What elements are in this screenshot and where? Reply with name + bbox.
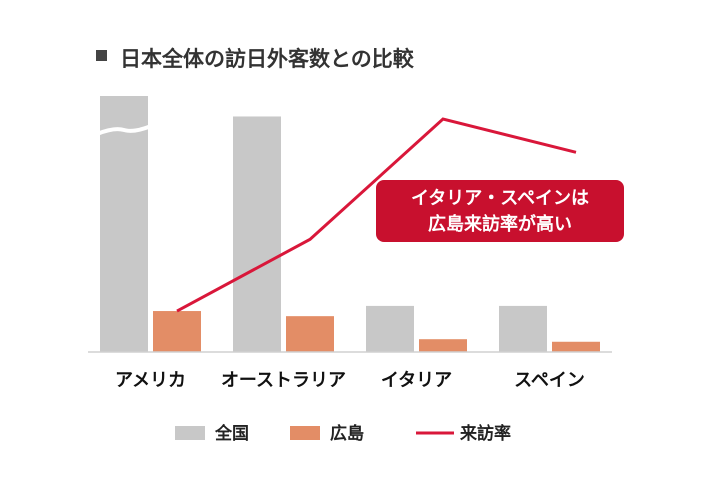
bar-全国-イタリア xyxy=(366,305,414,352)
category-label-イタリア: イタリア xyxy=(381,370,452,391)
category-label-オーストラリア: オーストラリア xyxy=(221,370,346,391)
annotation-callout: イタリア・スペインは 広島来訪率が高い xyxy=(376,180,624,242)
legend-label-全国: 全国 xyxy=(214,423,249,444)
legend-label-来訪率: 来訪率 xyxy=(459,423,511,444)
legend: 全国 広島 来訪率 xyxy=(175,423,511,444)
bar-広島-イタリア xyxy=(419,339,467,352)
bar-広島-スペイン xyxy=(552,341,600,352)
annotation-box xyxy=(376,180,624,242)
chart-title: 日本全体の訪日外客数との比較 xyxy=(120,47,414,71)
category-label-アメリカ: アメリカ xyxy=(115,370,186,391)
bar-全国-スペイン xyxy=(499,305,547,352)
bar-広島-アメリカ xyxy=(153,311,201,352)
legend-label-広島: 広島 xyxy=(330,423,364,444)
annotation-line-2: 広島来訪率が高い xyxy=(428,213,572,235)
title-bullet xyxy=(96,50,107,61)
axis-break-mark xyxy=(96,124,152,136)
legend-swatch-全国 xyxy=(175,426,205,440)
annotation-line-1: イタリア・スペインは xyxy=(411,188,589,209)
category-label-スペイン: スペイン xyxy=(514,370,585,391)
line-来訪率 xyxy=(176,117,577,313)
bar-全国-アメリカ xyxy=(100,96,148,352)
bar-全国-オーストラリア xyxy=(233,116,281,352)
legend-swatch-広島 xyxy=(290,426,320,440)
bar-広島-オーストラリア xyxy=(286,316,334,352)
